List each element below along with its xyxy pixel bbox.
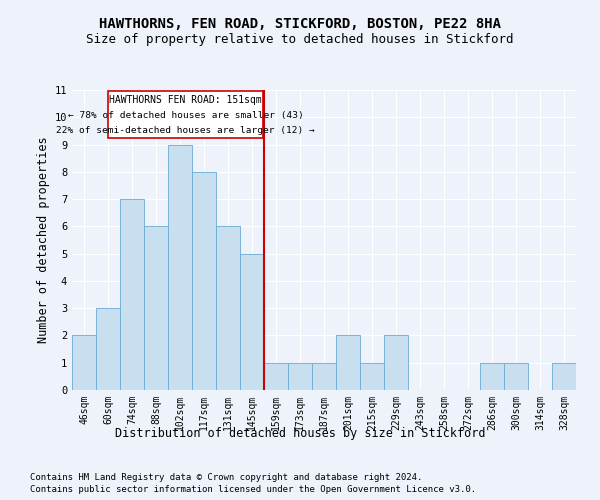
Bar [336,336,360,390]
Bar [480,362,504,390]
Bar [360,362,384,390]
Text: HAWTHORNS, FEN ROAD, STICKFORD, BOSTON, PE22 8HA: HAWTHORNS, FEN ROAD, STICKFORD, BOSTON, … [99,18,501,32]
Text: Distribution of detached houses by size in Stickford: Distribution of detached houses by size … [115,428,485,440]
Bar [96,308,120,390]
Bar [312,362,336,390]
Text: Size of property relative to detached houses in Stickford: Size of property relative to detached ho… [86,32,514,46]
Y-axis label: Number of detached properties: Number of detached properties [37,136,50,344]
Bar [288,362,312,390]
Bar [384,336,408,390]
Text: ← 78% of detached houses are smaller (43): ← 78% of detached houses are smaller (43… [68,110,303,120]
Bar [216,226,240,390]
Bar [504,362,528,390]
Bar [240,254,264,390]
Bar [120,199,144,390]
Bar [108,92,263,138]
Bar [144,226,168,390]
Bar [72,336,96,390]
Text: 22% of semi-detached houses are larger (12) →: 22% of semi-detached houses are larger (… [56,126,315,135]
Bar [168,144,192,390]
Bar [264,362,288,390]
Bar [192,172,216,390]
Text: Contains public sector information licensed under the Open Government Licence v3: Contains public sector information licen… [30,485,476,494]
Text: Contains HM Land Registry data © Crown copyright and database right 2024.: Contains HM Land Registry data © Crown c… [30,472,422,482]
Bar [552,362,576,390]
Text: HAWTHORNS FEN ROAD: 151sqm: HAWTHORNS FEN ROAD: 151sqm [109,96,262,106]
